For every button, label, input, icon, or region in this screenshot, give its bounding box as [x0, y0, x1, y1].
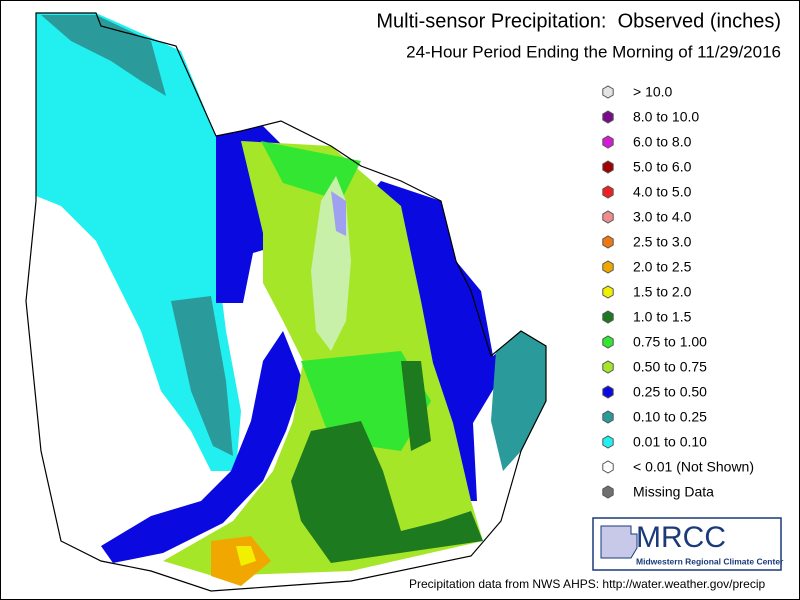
legend-swatch — [602, 135, 614, 149]
legend: > 10.0 8.0 to 10.0 6.0 to 8.0 5.0 to 6.0 4.0… — [602, 84, 754, 500]
legend-label: 3.0 to 4.0 — [633, 209, 692, 225]
legend-swatch — [602, 310, 614, 324]
map-title: Multi-sensor Precipitation: Observed (in… — [376, 10, 781, 32]
legend-swatch — [602, 435, 614, 449]
legend-label: 0.75 to 1.00 — [633, 334, 707, 350]
region — [163, 141, 483, 576]
legend-swatch — [602, 285, 614, 299]
legend-swatch — [602, 185, 614, 199]
map-outline — [25, 12, 547, 592]
map-subtitle: 24-Hour Period Ending the Morning of 11/… — [406, 42, 781, 61]
legend-swatch — [602, 235, 614, 249]
legend-label: 5.0 to 6.0 — [633, 159, 692, 175]
legend-label: 0.01 to 0.10 — [633, 434, 707, 450]
region — [291, 421, 483, 563]
legend-label: 1.0 to 1.5 — [633, 309, 692, 325]
legend-label: 0.50 to 0.75 — [633, 359, 707, 375]
legend-label: 8.0 to 10.0 — [633, 109, 699, 125]
legend-label: 2.5 to 3.0 — [633, 234, 692, 250]
logo-name: Midwestern Regional Climate Center — [636, 556, 784, 566]
legend-swatch — [602, 160, 614, 174]
region — [101, 331, 303, 563]
lake-patch — [331, 191, 346, 236]
legend-swatch — [602, 360, 614, 374]
legend-label: > 10.0 — [633, 84, 673, 100]
region — [301, 351, 431, 451]
legend-label: 0.10 to 0.25 — [633, 409, 707, 425]
footer-note: Precipitation data from NWS AHPS: http:/… — [409, 577, 765, 591]
legend-swatch — [602, 85, 614, 99]
legend-swatch — [602, 385, 614, 399]
region — [491, 331, 546, 471]
legend-label: 6.0 to 8.0 — [633, 134, 692, 150]
region — [171, 296, 233, 456]
legend-swatch — [602, 410, 614, 424]
region — [236, 546, 256, 566]
legend-label: Missing Data — [633, 484, 714, 500]
logo: MRCC Midwestern Regional Climate Center — [592, 517, 784, 571]
legend-swatch — [602, 260, 614, 274]
legend-swatch — [602, 110, 614, 124]
legend-label: 1.5 to 2.0 — [633, 284, 692, 300]
legend-swatch — [602, 485, 614, 499]
legend-label: 4.0 to 5.0 — [633, 184, 692, 200]
region — [401, 361, 431, 451]
legend-label: 0.25 to 0.50 — [633, 384, 707, 400]
legend-swatch — [602, 335, 614, 349]
logo-acronym: MRCC — [636, 521, 726, 554]
legend-label: 2.0 to 2.5 — [633, 259, 692, 275]
legend-swatch — [602, 460, 614, 474]
logo-icon — [600, 525, 638, 559]
legend-swatch — [602, 210, 614, 224]
legend-label: < 0.01 (Not Shown) — [633, 459, 754, 475]
precip-map — [25, 12, 547, 592]
